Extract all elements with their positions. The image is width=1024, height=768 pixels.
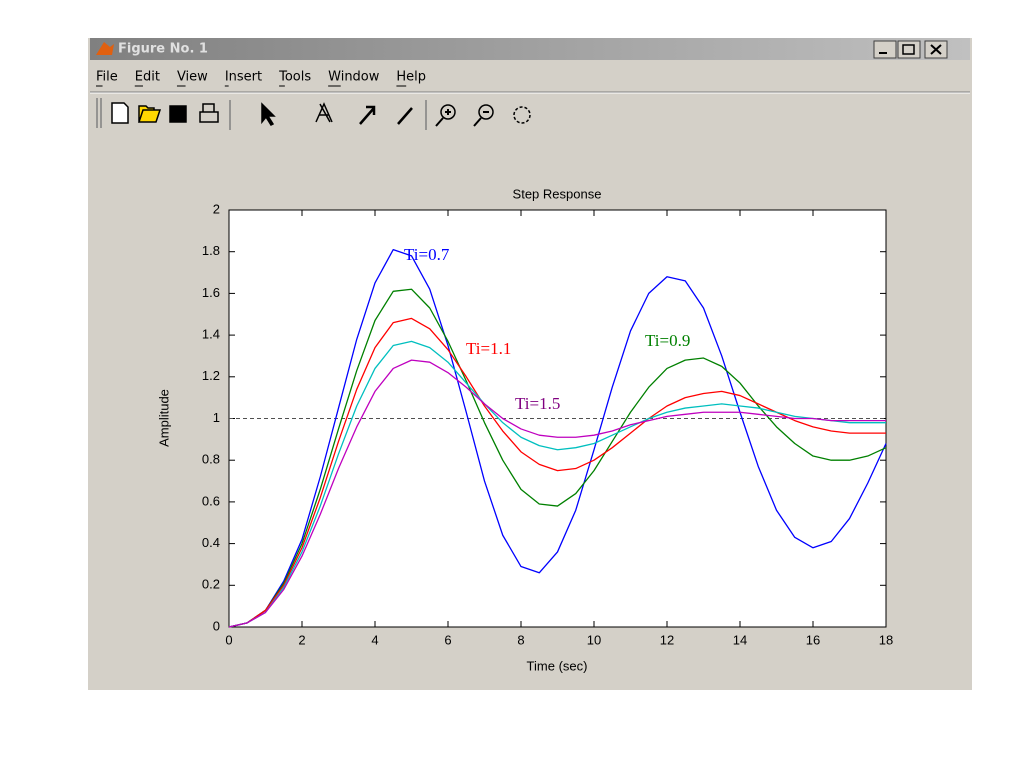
rotate-button[interactable] — [513, 106, 531, 124]
y-axis-label: Amplitude — [156, 389, 171, 447]
menu-item[interactable]: Edit — [135, 70, 160, 85]
maximize-button[interactable] — [897, 40, 921, 59]
icon — [902, 44, 915, 55]
annotation: Ti=1.5 — [515, 394, 560, 413]
y-tick-label: 0 — [213, 618, 220, 633]
x-tick-label: 18 — [879, 632, 893, 647]
minimize-button[interactable] — [873, 40, 897, 59]
y-tick-label: 2 — [213, 201, 220, 216]
y-tick-label: 0.4 — [202, 535, 220, 550]
select-button[interactable] — [261, 102, 276, 126]
app-icon — [96, 42, 114, 55]
menu-item[interactable]: View — [177, 70, 208, 85]
y-tick-label: 0.8 — [202, 452, 220, 467]
y-tick-label: 1.6 — [202, 285, 220, 300]
new-button[interactable] — [111, 102, 129, 124]
menu-item[interactable]: Insert — [225, 70, 262, 85]
icon — [473, 111, 489, 127]
save-button[interactable] — [169, 105, 187, 123]
annotation: Ti=1.1 — [466, 339, 511, 358]
chart-title: Step Response — [513, 186, 602, 201]
window-controls[interactable] — [873, 40, 948, 59]
series-line — [228, 340, 886, 628]
menu-item[interactable]: Tools — [278, 70, 311, 85]
y-tick-label: 1.2 — [202, 368, 220, 383]
icon — [930, 44, 942, 55]
menu-bar: File Edit View Insert Tools Window Help — [96, 70, 426, 87]
annotation: Ti=0.9 — [645, 331, 690, 350]
x-tick-label: 8 — [517, 632, 524, 647]
y-tick-label: 1.8 — [202, 243, 220, 258]
menu-item[interactable]: Help — [396, 70, 426, 85]
x-tick-label: 16 — [806, 632, 820, 647]
series-line — [228, 248, 887, 628]
x-tick-label: 6 — [444, 632, 451, 647]
y-tick-label: 1 — [213, 410, 220, 425]
x-tick-label: 2 — [298, 632, 305, 647]
y-tick-label: 0.2 — [202, 577, 220, 592]
series-line — [228, 288, 887, 628]
menu-item[interactable]: File — [96, 70, 118, 85]
x-axis-label: Time (sec) — [527, 658, 588, 673]
open-button[interactable] — [137, 105, 162, 123]
title-bar — [90, 38, 970, 60]
x-tick-label: 14 — [733, 632, 747, 647]
y-tick-label: 0.6 — [202, 493, 220, 508]
grip — [96, 98, 102, 128]
x-tick-label: 4 — [371, 632, 378, 647]
toolbar — [96, 98, 531, 130]
x-tick-label: 10 — [587, 632, 601, 647]
print-button[interactable] — [199, 103, 219, 123]
zoom-out-button[interactable] — [478, 104, 494, 120]
text-button[interactable] — [315, 102, 333, 123]
y-tick-label: 1.4 — [202, 327, 220, 342]
chart: 0 0.2 0.4 0.6 0.8 1 1.2 1.4 1.6 1.8 2 0 2 4 6 8 10 12 14 16… — [202, 201, 893, 647]
annotation: Ti=0.7 — [404, 245, 450, 264]
x-tick-label: 0 — [225, 632, 232, 647]
window-title: Figure No. 1 — [118, 42, 208, 57]
menu-item[interactable]: Window — [328, 70, 380, 85]
zoom-in-button[interactable] — [440, 104, 456, 120]
arrow-button[interactable] — [359, 105, 376, 125]
x-tick-label: 12 — [660, 632, 674, 647]
icon — [435, 109, 451, 127]
series-line — [228, 359, 886, 628]
line-button[interactable] — [397, 107, 413, 125]
